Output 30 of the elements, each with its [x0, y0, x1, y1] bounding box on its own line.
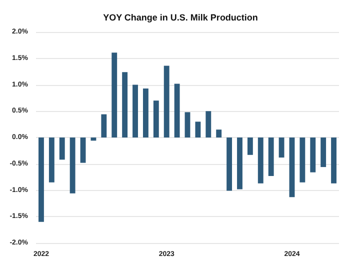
- bar: [216, 130, 222, 138]
- bar: [320, 138, 326, 168]
- bar: [278, 138, 284, 158]
- bar: [289, 138, 295, 198]
- bar: [38, 138, 44, 222]
- bar: [226, 138, 232, 191]
- bar: [70, 138, 76, 194]
- bar: [80, 138, 86, 163]
- bar: [122, 72, 128, 138]
- bar: [164, 66, 170, 138]
- bar: [331, 138, 336, 184]
- bar: [268, 138, 274, 176]
- bar: [132, 84, 138, 138]
- chart-title: YOY Change in U.S. Milk Production: [103, 12, 258, 22]
- bar: [90, 138, 96, 141]
- bar: [153, 100, 159, 138]
- bar: [195, 122, 201, 138]
- bar: [206, 111, 212, 138]
- bar: [237, 138, 242, 190]
- bar: [174, 84, 180, 138]
- bar: [184, 112, 190, 138]
- bar: [101, 114, 107, 138]
- bar: [48, 138, 54, 182]
- bar: [258, 138, 264, 184]
- bar: [247, 138, 253, 155]
- bar: [300, 138, 306, 182]
- bar: [142, 88, 148, 138]
- bar: [112, 52, 118, 138]
- bar: [310, 138, 316, 172]
- bar: [59, 138, 65, 160]
